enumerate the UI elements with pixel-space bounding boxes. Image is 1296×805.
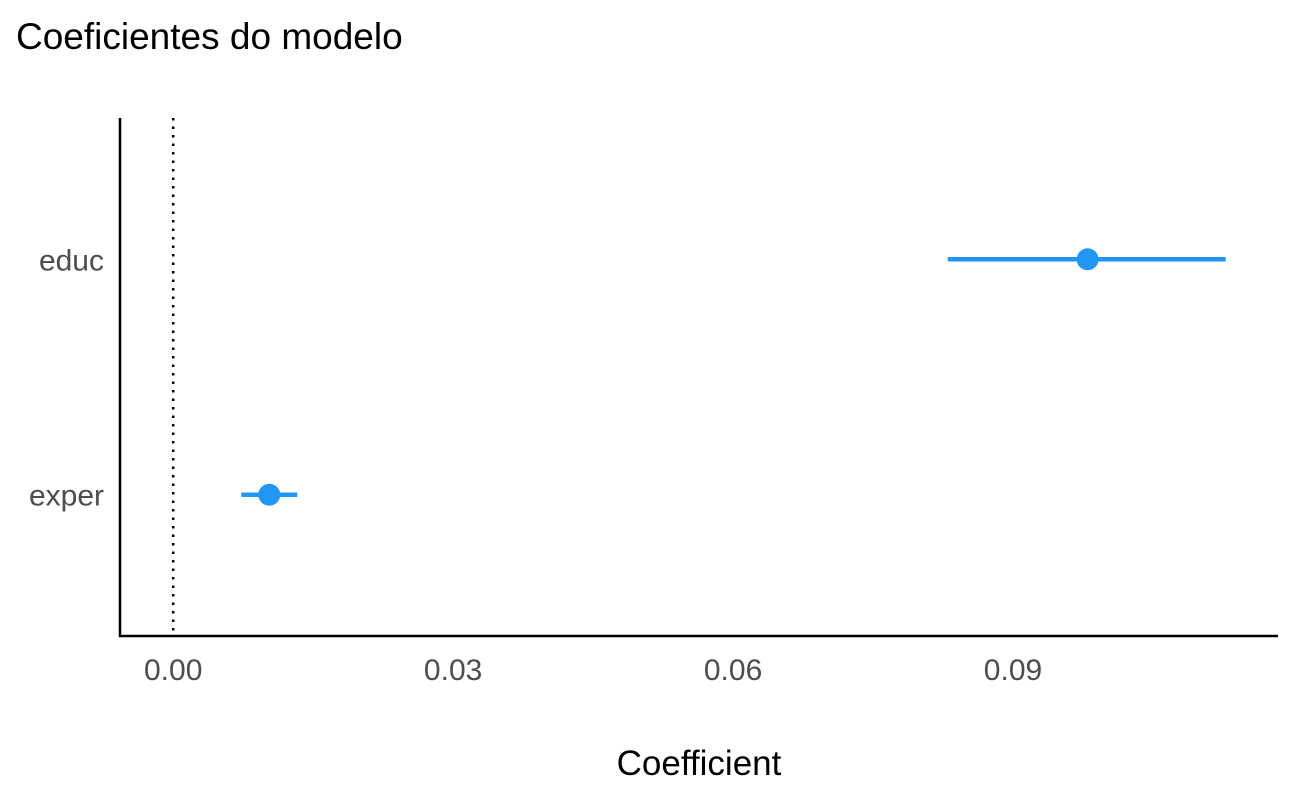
x-tick-label: 0.09 <box>984 654 1042 687</box>
y-tick-label-exper: exper <box>29 480 104 513</box>
x-tick-label: 0.06 <box>704 654 762 687</box>
x-tick-label: 0.00 <box>144 654 202 687</box>
point-estimate-educ <box>1076 248 1099 271</box>
y-tick-label-educ: educ <box>39 244 104 277</box>
plot-area: 0.00 0.03 0.06 0.09 educ exper <box>29 118 1278 687</box>
x-axis-title: Coefficient <box>617 744 782 783</box>
chart-title: Coeficientes do modelo <box>16 16 403 57</box>
x-tick-label: 0.03 <box>424 654 482 687</box>
point-estimate-exper <box>258 483 281 506</box>
